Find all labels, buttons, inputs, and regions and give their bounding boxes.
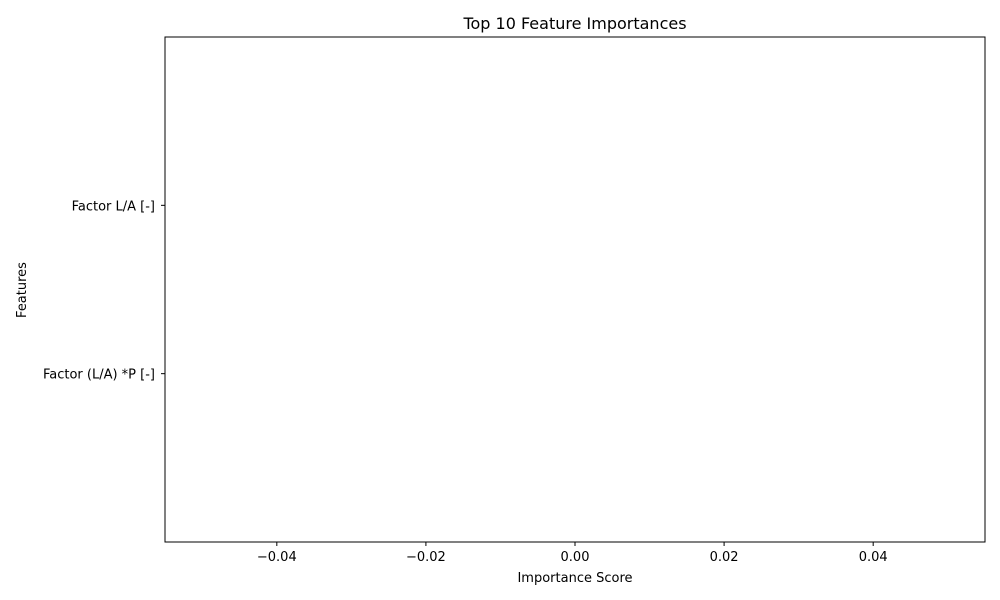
x-tick-label: 0.04	[859, 550, 888, 565]
x-axis-label: Importance Score	[517, 571, 632, 586]
x-tick-label: −0.04	[257, 550, 297, 565]
chart-title: Top 10 Feature Importances	[462, 14, 686, 33]
y-axis-label: Features	[15, 262, 30, 318]
x-tick-label: 0.00	[561, 550, 590, 565]
x-tick-label: −0.02	[406, 550, 446, 565]
x-axis-ticks: −0.04 −0.02 0.00 0.02 0.04	[257, 542, 888, 565]
plot-frame	[164, 36, 986, 543]
y-tick-label: Factor L/A [-]	[72, 199, 155, 214]
y-tick-label: Factor (L/A) *P [-]	[43, 368, 155, 383]
y-axis-ticks: Factor (L/A) *P [-] Factor L/A [-]	[43, 199, 165, 383]
x-tick-label: 0.02	[710, 550, 739, 565]
